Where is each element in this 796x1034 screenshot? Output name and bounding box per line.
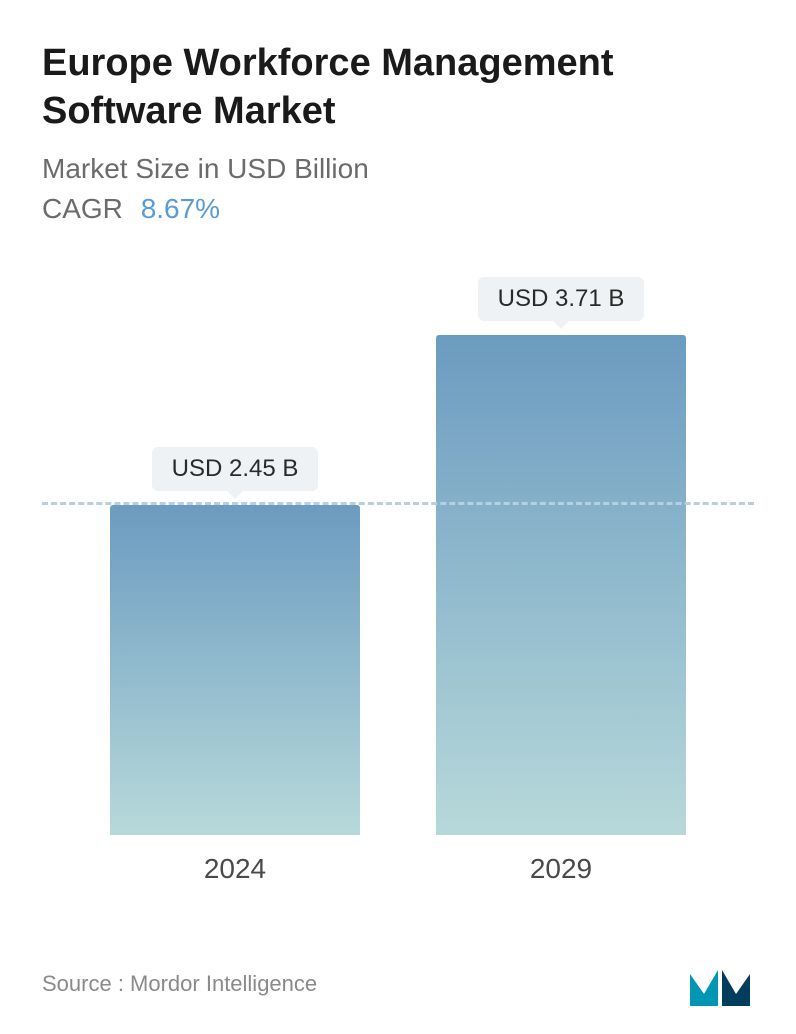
bars-container: USD 2.45 B USD 3.71 B <box>42 265 754 835</box>
cagr-line: CAGR 8.67% <box>42 193 754 225</box>
x-axis-label: 2029 <box>436 853 686 885</box>
bar-group: USD 3.71 B <box>436 277 686 835</box>
bar <box>436 335 686 835</box>
x-axis-labels: 2024 2029 <box>42 853 754 885</box>
chart-footer: Source : Mordor Intelligence <box>42 962 754 1006</box>
source-attribution: Source : Mordor Intelligence <box>42 971 317 997</box>
chart-area: USD 2.45 B USD 3.71 B 2024 2029 <box>42 265 754 885</box>
bar <box>110 505 360 835</box>
reference-line <box>42 502 754 505</box>
cagr-value: 8.67% <box>141 193 220 224</box>
chart-subtitle: Market Size in USD Billion <box>42 153 754 185</box>
bar-group: USD 2.45 B <box>110 447 360 835</box>
mordor-logo-icon <box>690 962 754 1006</box>
cagr-label: CAGR <box>42 193 123 224</box>
bar-value-label: USD 2.45 B <box>152 447 319 491</box>
x-axis-label: 2024 <box>110 853 360 885</box>
chart-title: Europe Workforce Management Software Mar… <box>42 40 754 135</box>
bar-value-label: USD 3.71 B <box>478 277 645 321</box>
